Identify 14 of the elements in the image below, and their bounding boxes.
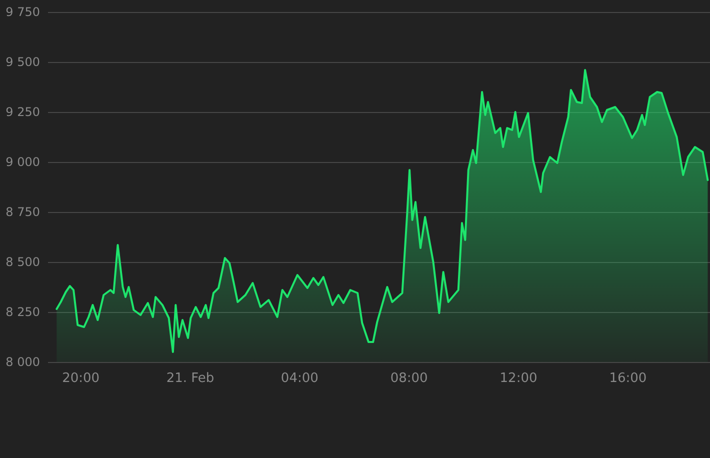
y-tick-label: 9 750	[6, 5, 40, 19]
x-tick-label: 08:00	[390, 371, 428, 386]
y-tick-label: 8 250	[6, 305, 40, 319]
x-tick-label: 12:00	[500, 371, 538, 386]
y-tick-label: 9 000	[6, 155, 40, 169]
x-tick-label: 16:00	[609, 371, 647, 386]
x-tick-label: 20:00	[62, 371, 100, 386]
y-tick-label: 8 500	[6, 255, 40, 269]
y-tick-label: 9 250	[6, 105, 40, 119]
x-tick-label: 21. Feb	[166, 371, 214, 386]
y-tick-label: 9 500	[6, 55, 40, 69]
x-tick-label: 04:00	[280, 371, 318, 386]
y-tick-label: 8 750	[6, 205, 40, 219]
y-tick-label: 8 000	[6, 355, 40, 369]
